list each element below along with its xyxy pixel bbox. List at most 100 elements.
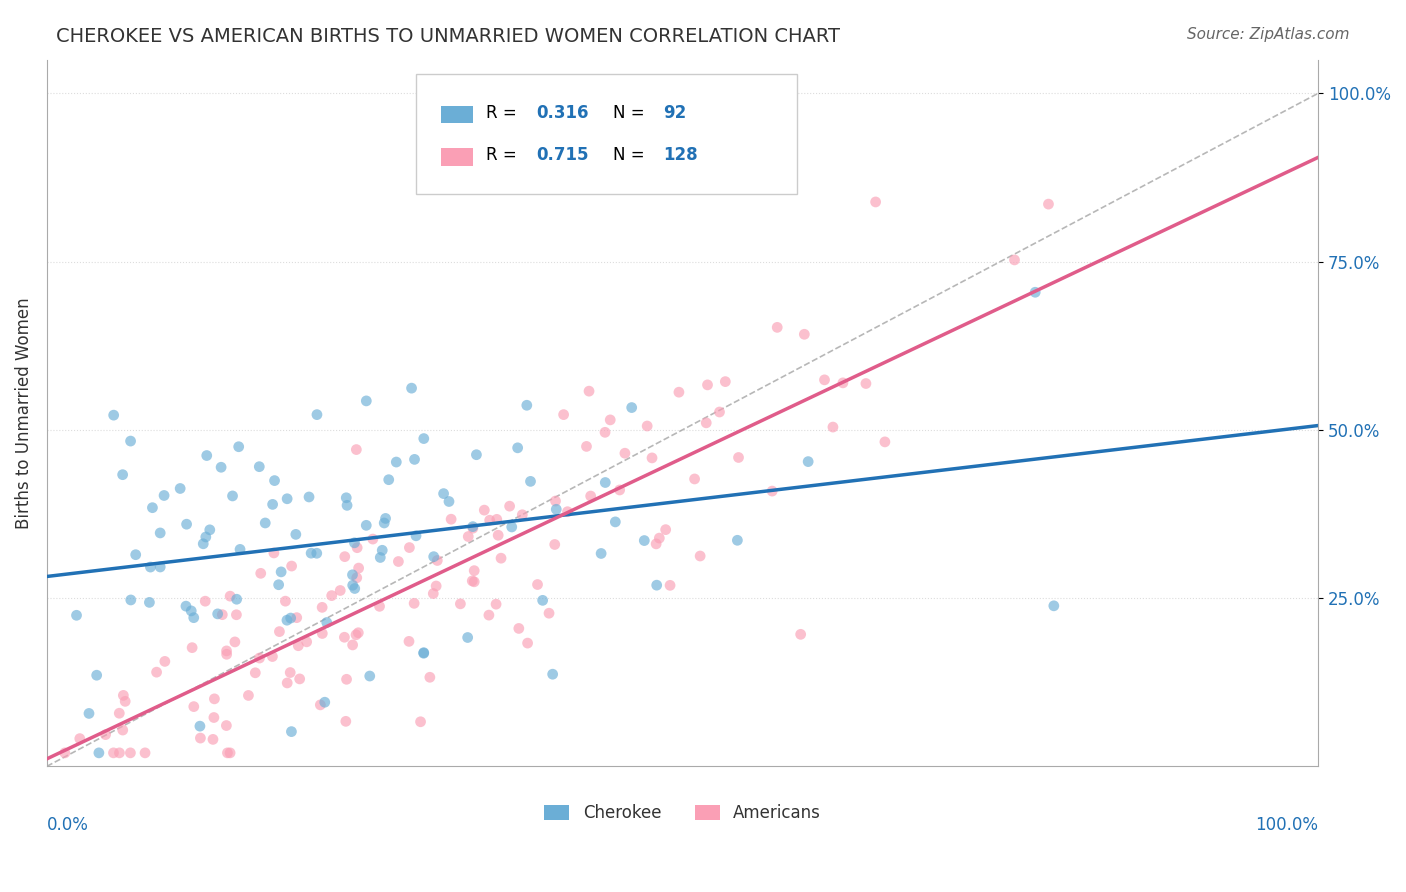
Point [537, 606, 560, 620]
Point [138, 595, 160, 609]
Point [531, 593, 554, 607]
Point [485, 597, 508, 611]
Point [578, 384, 600, 399]
Point [262, 649, 284, 664]
Point [461, 574, 484, 588]
Point [373, 516, 395, 530]
Point [465, 448, 488, 462]
Point [153, 488, 176, 502]
Point [111, 723, 134, 737]
Point [193, 537, 215, 551]
Point [342, 638, 364, 652]
Point [832, 376, 855, 390]
Legend: Cherokee, Americans: Cherokee, Americans [537, 797, 828, 829]
Point [225, 607, 247, 622]
FancyBboxPatch shape [416, 74, 797, 194]
Point [696, 377, 718, 392]
Point [274, 594, 297, 608]
Point [553, 408, 575, 422]
Point [263, 474, 285, 488]
Point [371, 543, 394, 558]
Point [412, 646, 434, 660]
Point [489, 551, 512, 566]
Point [422, 549, 444, 564]
Point [613, 446, 636, 460]
Point [457, 530, 479, 544]
Point [287, 639, 309, 653]
Point [285, 610, 308, 624]
Point [176, 517, 198, 532]
Y-axis label: Births to Unmarried Women: Births to Unmarried Women [15, 297, 32, 529]
Point [94, 728, 117, 742]
Text: 0.316: 0.316 [536, 103, 589, 121]
Point [311, 600, 333, 615]
Point [440, 512, 463, 526]
Point [209, 460, 232, 475]
Point [87, 746, 110, 760]
Point [86, 668, 108, 682]
Point [254, 516, 277, 530]
Point [188, 719, 211, 733]
Point [346, 571, 368, 585]
Point [405, 529, 427, 543]
Point [593, 425, 616, 440]
Point [139, 560, 162, 574]
Point [668, 385, 690, 400]
Point [120, 434, 142, 448]
Point [449, 597, 471, 611]
Point [498, 499, 520, 513]
Point [305, 546, 328, 560]
Point [516, 636, 538, 650]
Point [374, 511, 396, 525]
Point [309, 698, 332, 712]
Point [295, 635, 318, 649]
Point [111, 467, 134, 482]
Point [278, 665, 301, 680]
Point [329, 583, 352, 598]
Point [544, 494, 567, 508]
Point [141, 500, 163, 515]
Point [215, 644, 238, 658]
Point [198, 523, 221, 537]
Point [398, 541, 420, 555]
Point [645, 578, 668, 592]
Point [501, 520, 523, 534]
Point [361, 532, 384, 546]
Point [461, 519, 484, 533]
Point [201, 732, 224, 747]
Point [276, 676, 298, 690]
Point [1043, 599, 1066, 613]
Point [221, 489, 243, 503]
Text: R =: R = [485, 103, 522, 121]
Point [215, 648, 238, 662]
Point [873, 434, 896, 449]
Point [404, 452, 426, 467]
Point [472, 503, 495, 517]
Point [245, 665, 267, 680]
Point [249, 651, 271, 665]
Point [368, 550, 391, 565]
Point [425, 579, 447, 593]
Point [333, 549, 356, 564]
Point [311, 626, 333, 640]
Text: N =: N = [613, 146, 650, 164]
Point [645, 537, 668, 551]
Point [225, 592, 247, 607]
Point [194, 594, 217, 608]
Point [288, 672, 311, 686]
Point [422, 586, 444, 600]
Point [516, 398, 538, 412]
Point [224, 635, 246, 649]
Point [211, 607, 233, 622]
Point [219, 746, 242, 760]
Point [727, 450, 749, 465]
Point [714, 375, 737, 389]
Point [725, 533, 748, 548]
Point [149, 560, 172, 574]
Point [461, 521, 484, 535]
Point [409, 714, 432, 729]
Point [228, 440, 250, 454]
Point [433, 486, 456, 500]
Point [305, 408, 328, 422]
Point [506, 441, 529, 455]
